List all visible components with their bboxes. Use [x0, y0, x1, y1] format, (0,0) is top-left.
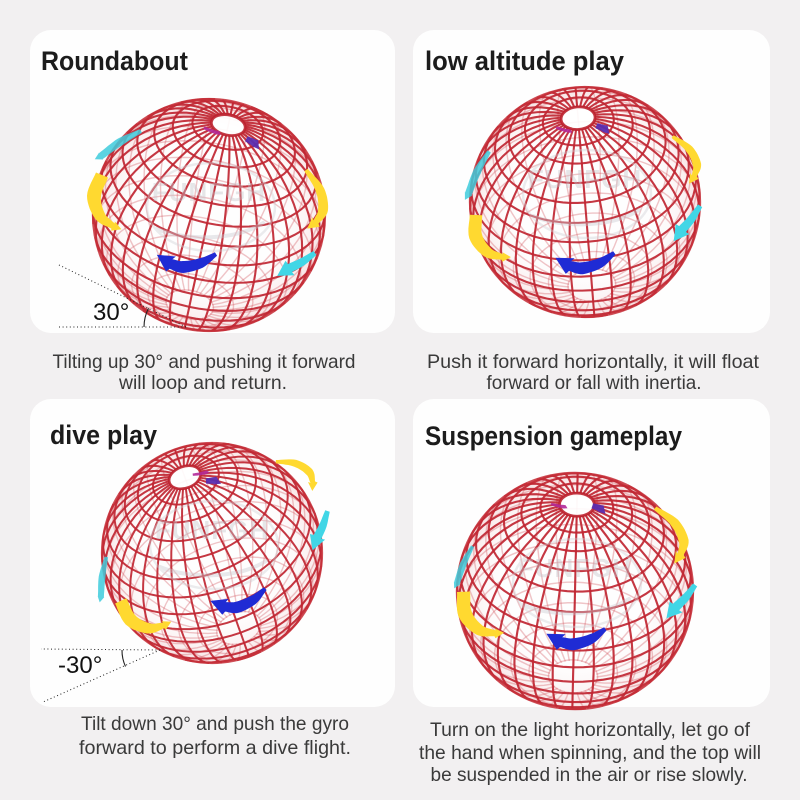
svg-text:FUNFGH: FUNFGH [528, 164, 642, 194]
svg-text:Tilt down 30° and push the gyr: Tilt down 30° and push the gyro [81, 713, 349, 735]
svg-text:Turn on the light horizontally: Turn on the light horizontally, let go o… [430, 719, 751, 741]
svg-text:dive play: dive play [50, 420, 157, 450]
svg-text:be suspended in the air or ris: be suspended in the air or rise slowly. [431, 764, 748, 786]
svg-text:Roundabout: Roundabout [41, 46, 188, 76]
svg-text:30°: 30° [93, 299, 129, 326]
svg-text:Suspension gameplay: Suspension gameplay [425, 421, 682, 451]
svg-text:will loop and return.: will loop and return. [118, 372, 287, 394]
svg-text:the hand when spinning, and th: the hand when spinning, and the top will [419, 742, 761, 764]
svg-text:FUNFGH: FUNFGH [518, 553, 632, 583]
svg-text:forward or fall with inertia.: forward or fall with inertia. [487, 372, 702, 394]
svg-text:FUNFGH: FUNFGH [155, 515, 269, 545]
svg-text:forward to perform a dive flig: forward to perform a dive flight. [79, 737, 351, 759]
svg-text:-30°: -30° [58, 652, 102, 679]
svg-text:FUNFGH: FUNFGH [152, 177, 266, 207]
svg-text:Tilting up 30° and pushing it: Tilting up 30° and pushing it forward [53, 351, 356, 373]
svg-text:Push it forward horizontally,: Push it forward horizontally, it will fl… [427, 351, 760, 373]
svg-text:low altitude play: low altitude play [425, 46, 624, 76]
